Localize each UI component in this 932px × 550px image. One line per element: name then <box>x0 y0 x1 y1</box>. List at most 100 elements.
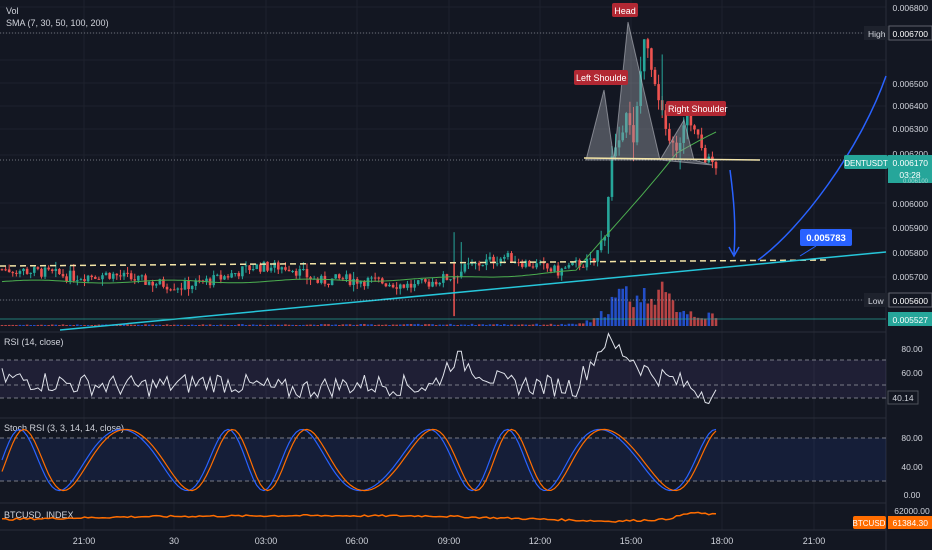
candle-body <box>86 275 90 282</box>
volume-bar <box>7 324 11 326</box>
volume-bar <box>589 322 592 326</box>
price-tick: 0.006000 <box>893 199 929 209</box>
candle-body <box>506 253 510 257</box>
volume-bar <box>129 324 133 326</box>
volume-bar <box>86 325 90 326</box>
candle-body <box>639 71 642 107</box>
projection-up-curve <box>757 75 887 261</box>
candle-body <box>334 274 337 279</box>
price-axis[interactable]: 0.006800 0.006500 0.006400 0.006300 0.00… <box>844 3 932 326</box>
volume-bar <box>373 325 377 326</box>
candle-body <box>237 273 241 277</box>
volume-bar <box>553 324 556 326</box>
volume-bar <box>574 324 578 326</box>
volume-bar <box>499 324 503 326</box>
candle-body <box>327 283 330 286</box>
candle-body <box>524 260 528 267</box>
volume-bar <box>280 324 284 326</box>
btc-axis[interactable]: 62000.00 BTCUSD 61384.30 <box>853 506 932 529</box>
volume-bar <box>330 324 334 326</box>
volume-bar <box>402 324 406 326</box>
price-tick: 0.006800 <box>893 3 929 13</box>
candle-body <box>223 276 226 280</box>
candle-body <box>162 279 165 287</box>
volume-bar <box>273 324 276 326</box>
candle-body <box>348 274 352 285</box>
candle-body <box>151 281 154 286</box>
candle-body <box>276 262 280 270</box>
volume-bar <box>614 297 617 326</box>
candle-body <box>226 276 230 278</box>
candle-body <box>449 279 452 281</box>
volume-bar <box>237 324 241 326</box>
volume-bar <box>495 324 499 326</box>
volume-bar <box>556 324 560 326</box>
candle-body <box>531 266 535 268</box>
volume-bar <box>119 324 122 326</box>
stoch-axis[interactable]: 80.00 40.00 0.00 <box>901 433 923 500</box>
volume-bar <box>506 324 510 326</box>
candle-body <box>68 270 72 282</box>
volume-bar <box>359 324 363 326</box>
volume-bar <box>294 325 298 326</box>
candle-body <box>212 275 215 286</box>
volume-bar <box>700 318 703 326</box>
time-axis[interactable]: 21:00 30 03:00 06:00 09:00 12:00 15:00 1… <box>73 536 826 546</box>
svg-text:03:28: 03:28 <box>899 170 921 180</box>
candle-body <box>205 278 208 282</box>
volume-bar <box>176 324 180 326</box>
volume-bar <box>567 323 571 326</box>
candle-body <box>603 236 607 241</box>
candle-body <box>262 261 266 272</box>
volume-bar <box>513 324 517 326</box>
volume-bar <box>58 325 61 326</box>
candle-body <box>700 134 703 148</box>
candle-body <box>363 281 366 287</box>
candle-body <box>316 278 320 283</box>
candle-body <box>481 265 485 267</box>
svg-text:Right Shoulder: Right Shoulder <box>668 104 728 114</box>
volume-bar <box>151 324 154 326</box>
time-tick: 09:00 <box>438 536 461 546</box>
candle-body <box>488 256 492 260</box>
candle-body <box>574 260 578 262</box>
candle-body <box>280 267 284 270</box>
volume-bar <box>259 324 262 326</box>
volume-bar <box>68 324 72 326</box>
volume-bar <box>180 324 183 326</box>
candle-body <box>492 256 495 264</box>
candle-body <box>567 265 571 268</box>
candle-body <box>517 262 520 264</box>
right-shoulder-label: Right Shoulder <box>666 101 728 116</box>
volume-bar <box>140 325 144 326</box>
candle-body <box>642 39 646 72</box>
volume-bar <box>255 324 259 326</box>
volume-bar <box>398 324 402 326</box>
candle-body <box>22 268 25 272</box>
candle-body <box>685 114 689 126</box>
volume-bar <box>233 325 237 326</box>
volume-bar <box>190 324 194 326</box>
volume-bar <box>671 300 675 326</box>
time-tick: 12:00 <box>529 536 552 546</box>
candle-body <box>549 268 553 272</box>
candle-body <box>395 287 398 289</box>
btc-value-label: 61384.30 <box>893 518 929 528</box>
candle-body <box>273 262 276 268</box>
candles <box>0 37 718 317</box>
volume-bar <box>528 324 531 326</box>
volume-bar <box>628 301 632 326</box>
volume-bar <box>215 325 219 326</box>
volume-bar <box>348 324 352 326</box>
candle-body <box>632 125 635 143</box>
time-tick: 21:00 <box>803 536 826 546</box>
high-price-label: High 0.006700 <box>864 25 932 41</box>
volume-bar <box>36 324 40 326</box>
rsi-axis[interactable]: 80.00 60.00 40.14 <box>887 344 923 405</box>
volume-bar <box>592 318 596 326</box>
candle-body <box>384 283 388 287</box>
time-tick: 21:00 <box>73 536 96 546</box>
candle-body <box>427 281 431 287</box>
volume-bar <box>187 324 190 326</box>
